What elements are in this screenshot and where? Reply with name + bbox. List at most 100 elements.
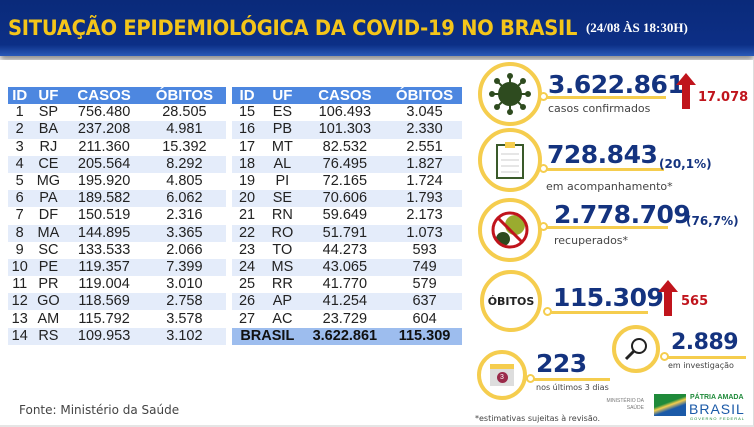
table-cell: 23.729 <box>322 310 368 327</box>
table-row: 4 CE 205.564 8.292 <box>8 155 226 173</box>
table-cell: 28.505 <box>162 104 207 121</box>
column-header: ID <box>232 87 263 105</box>
table-cell: 604 <box>412 310 437 327</box>
table-row: 7 DF 150.519 2.316 <box>8 207 226 224</box>
column-header: UF <box>31 87 66 105</box>
table-row: 13 AM 115.792 3.578 <box>8 310 226 327</box>
table-cell: 23 <box>238 241 256 258</box>
table-cell: 25 <box>238 276 256 293</box>
table-cell: BA <box>31 121 66 139</box>
table-cell: PI <box>275 173 290 190</box>
divider <box>530 378 610 381</box>
table-cell: PR <box>38 276 59 293</box>
table-cell: 118.569 <box>65 293 143 311</box>
gov-logo-line3: GOVERNO FEDERAL <box>690 416 746 421</box>
table-cell: 51.791 <box>302 224 388 242</box>
table-row: 26 AP 41.254 637 <box>232 293 462 311</box>
table-row: 14 RS 109.953 3.102 <box>8 327 226 345</box>
table-row: 22 RO 51.791 1.073 <box>232 224 462 242</box>
recovered-count: 2.778.709 <box>554 200 691 229</box>
table-cell: 9 <box>15 241 24 258</box>
gov-logo-line2: BRASIL <box>689 401 745 417</box>
table-cell: 3.045 <box>406 104 443 121</box>
connector-dot <box>539 92 548 101</box>
table-cell: 2.330 <box>387 121 462 139</box>
page-title: SITUAÇÃO EPIDEMIOLÓGICA DA COVID-19 NO B… <box>8 16 578 40</box>
table-cell: 119.357 <box>65 258 143 277</box>
table-cell: 1 <box>15 104 24 121</box>
calendar-icon-circle: 3 <box>477 350 527 400</box>
last3-count: 223 <box>536 349 587 378</box>
table-cell: CE <box>31 155 66 173</box>
table-cell: 82.532 <box>322 138 368 155</box>
table-row: 1 SP 756.480 28.505 <box>8 104 226 121</box>
table-cell: SC <box>38 241 59 258</box>
table-row: 19 PI 72.165 1.724 <box>232 173 462 190</box>
calendar-icon: 3 <box>490 364 514 386</box>
recovered-icon-circle <box>478 198 542 262</box>
table-cell: 7.399 <box>142 258 226 277</box>
confirmed-cases: 3.622.861 <box>548 70 685 99</box>
table-cell: GO <box>31 293 66 311</box>
divider <box>544 96 666 99</box>
column-header: CASOS <box>302 87 388 105</box>
connector-dot <box>660 352 669 361</box>
table-cell: 8 <box>8 224 32 242</box>
table-cell: 1.073 <box>387 224 462 242</box>
table-cell: RN <box>271 207 293 224</box>
table-cell: 8.292 <box>142 155 226 173</box>
table-cell: 2.316 <box>166 207 203 224</box>
table-header-row: ID UF CASOS ÓBITOS <box>8 87 226 105</box>
table-cell: 756.480 <box>77 104 131 121</box>
table-cell: AP <box>262 293 303 311</box>
table-cell: 195.920 <box>77 173 131 190</box>
table-cell: 16 <box>232 121 263 139</box>
gov-logo-line1: PÁTRIA AMADA <box>690 394 744 401</box>
total-label: BRASIL <box>232 327 303 345</box>
table-cell: 15.392 <box>162 138 207 155</box>
table-cell: 70.606 <box>302 190 388 208</box>
table-cell: PB <box>262 121 303 139</box>
table-cell: 109.953 <box>65 327 143 345</box>
divider <box>664 356 746 359</box>
update-date: (24/08 ÀS 18:30H) <box>585 20 688 35</box>
table-cell: ES <box>272 104 293 121</box>
table-cell: 2.551 <box>406 138 443 155</box>
table-cell: 115.792 <box>78 310 130 327</box>
table-row: 17 MT 82.532 2.551 <box>232 139 462 156</box>
table-row: 12 GO 118.569 2.758 <box>8 293 226 311</box>
table-cell: SP <box>38 104 59 121</box>
connector-dot <box>539 164 548 173</box>
magnifier-icon <box>624 338 647 361</box>
table-row: 25 RR 41.770 579 <box>232 276 462 293</box>
table-cell: 749 <box>387 258 462 277</box>
table-cell: 119.004 <box>78 276 130 293</box>
table-cell: MG <box>36 173 61 190</box>
table-cell: 20 <box>232 190 263 208</box>
gov-flag-logo <box>654 394 686 416</box>
column-header: ID <box>8 87 32 105</box>
deaths-badge: ÓBITOS <box>480 270 542 332</box>
table-cell: MT <box>271 138 293 155</box>
footnote: *estimativas sujeitas à revisão. <box>475 414 601 423</box>
table-row: 5 MG 195.920 4.805 <box>8 173 226 190</box>
table-row: 24 MS 43.065 749 <box>232 258 462 277</box>
table-cell: 5 <box>15 173 24 190</box>
total-deaths: 115.309 <box>387 327 462 345</box>
last3-label: nos últimos 3 dias <box>536 383 609 392</box>
table-cell: 2.066 <box>166 241 203 258</box>
calendar-day: 3 <box>496 372 508 383</box>
table-row: 11 PR 119.004 3.010 <box>8 276 226 293</box>
table-cell: 18 <box>232 155 263 173</box>
monitoring-count: 728.843 <box>547 140 658 169</box>
table-cell: 4.981 <box>142 121 226 139</box>
clipboard-icon-circle <box>478 128 542 192</box>
table-cell: 205.564 <box>65 155 143 173</box>
table-cell: MA <box>31 224 66 242</box>
table-cell: 579 <box>412 276 437 293</box>
table-cell: 41.770 <box>322 276 368 293</box>
table-cell: 43.065 <box>302 258 388 277</box>
table-cell: 59.649 <box>322 207 368 224</box>
table-cell: 2.173 <box>406 207 443 224</box>
table-cell: AM <box>37 310 60 327</box>
